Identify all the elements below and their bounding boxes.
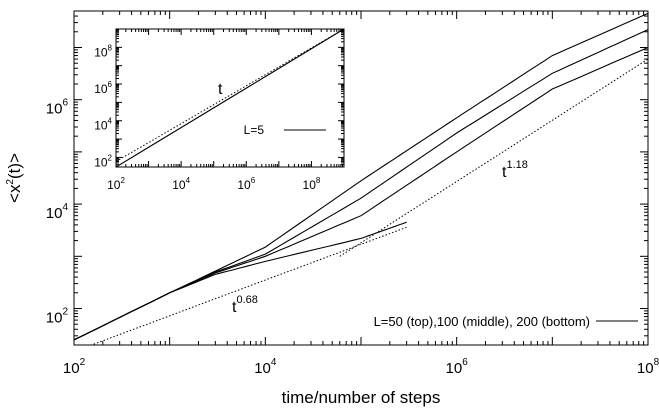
x-tick-label: 106 <box>237 176 255 192</box>
legend-label-main: L=50 (top),100 (middle), 200 (bottom) <box>374 314 590 329</box>
x-tick-label: 102 <box>63 357 86 377</box>
main-series-line-fit <box>339 58 648 257</box>
inset-ticks: 102 104 106 108 102 104 106 108 <box>94 28 345 192</box>
inset-series-line-data <box>116 29 344 167</box>
y-axis-title: <x2(t)> <box>5 153 24 203</box>
y-tick-label: 106 <box>46 98 69 118</box>
x-tick-label: 104 <box>172 176 190 192</box>
main-ticks: 102 104 106 108 102 104 106 <box>46 11 659 377</box>
x-tick-label: 106 <box>446 357 469 377</box>
main-series-line-data <box>74 221 407 341</box>
inset-series <box>116 29 344 167</box>
y-tick-label: 108 <box>94 43 112 59</box>
main-series <box>74 12 648 345</box>
y-tick-label: 102 <box>94 153 112 169</box>
x-tick-label: 104 <box>254 357 277 377</box>
inset-plot-frame <box>115 28 345 168</box>
x-tick-label: 102 <box>107 176 125 192</box>
x-tick-label: 108 <box>637 357 659 377</box>
annotation-t-118: t1.18 <box>502 159 528 181</box>
y-tick-label: 104 <box>94 117 112 133</box>
y-tick-label: 106 <box>94 80 112 96</box>
inset-annotation-t: t <box>218 81 223 98</box>
annotation-t-068: t0.68 <box>232 294 258 316</box>
legend-label-inset: L=5 <box>244 123 265 137</box>
y-tick-label: 104 <box>46 202 69 222</box>
x-tick-label: 108 <box>303 176 321 192</box>
y-tick-label: 102 <box>46 307 69 327</box>
x-axis-title: time/number of steps <box>282 388 441 407</box>
main-series-line-fit <box>90 226 407 345</box>
